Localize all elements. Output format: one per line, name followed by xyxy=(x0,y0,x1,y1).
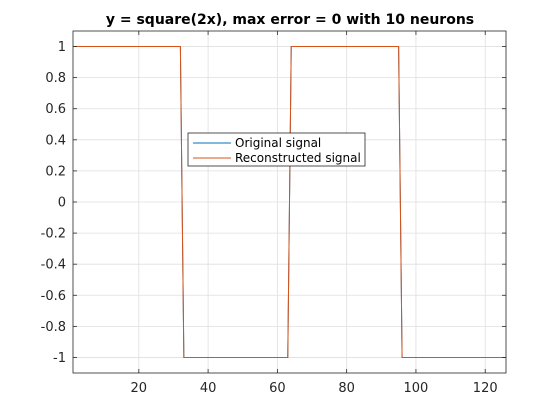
legend-label-original: Original signal xyxy=(235,136,321,150)
y-tick-label: -0.8 xyxy=(41,320,66,335)
chart-title: y = square(2x), max error = 0 with 10 ne… xyxy=(106,12,474,28)
y-tick-label: 1 xyxy=(58,40,66,55)
y-tick-label: 0.2 xyxy=(45,164,66,179)
y-tick-label: 0.8 xyxy=(45,71,66,86)
x-tick-label: 60 xyxy=(269,381,286,396)
y-tick-label: -0.2 xyxy=(41,227,66,242)
legend-box xyxy=(187,132,366,167)
y-tick-label: -1 xyxy=(53,351,66,366)
x-tick-label: 20 xyxy=(131,381,148,396)
y-tick-label: -0.6 xyxy=(41,289,66,304)
x-tick-label: 120 xyxy=(473,381,498,396)
x-tick-label: 40 xyxy=(200,381,217,396)
y-tick-label: 0.6 xyxy=(45,102,66,117)
y-tick-label: 0 xyxy=(58,196,66,211)
y-tick-label: -0.4 xyxy=(41,258,66,273)
y-tick-label: 0.4 xyxy=(45,133,66,148)
series-line-reconstructed xyxy=(73,46,506,358)
axis-ticks: 20 40 60 80 100 120 -1 -0.8 -0.6 -0.4 -0.2 0 0.2 0.4 0… xyxy=(41,31,506,396)
x-tick-label: 80 xyxy=(338,381,355,396)
series-layer xyxy=(73,46,506,358)
legend: Original signal Reconstructed signal xyxy=(187,132,366,167)
legend-label-reconstructed: Reconstructed signal xyxy=(235,151,361,165)
x-tick-label: 100 xyxy=(404,381,429,396)
